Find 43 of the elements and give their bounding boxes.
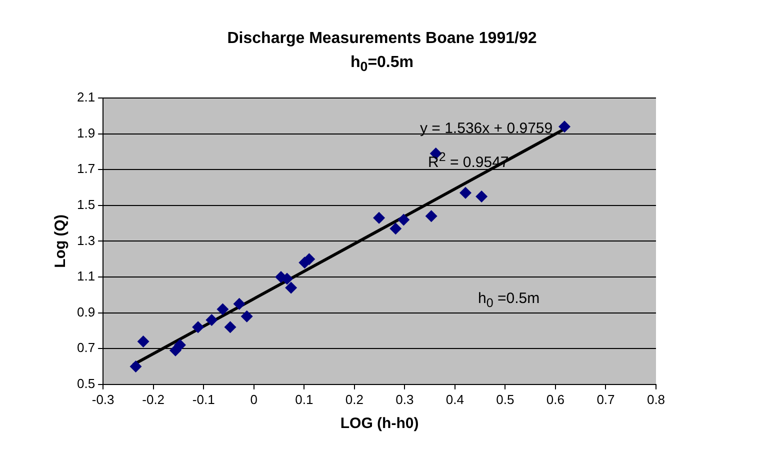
point [240,310,253,322]
point [398,214,410,226]
y-tick-label: 1.1 [76,268,96,284]
x-tick-label: -0.3 [92,392,114,407]
point [174,339,186,352]
point [390,222,402,235]
point [558,120,571,133]
point [285,282,298,294]
point [425,210,438,222]
x-tick-label: 0.1 [295,392,314,407]
y-tick-label: 1.3 [76,232,96,248]
x-tick-label: 0.7 [596,392,615,407]
point [192,321,204,334]
x-axis-title: LOG (h-h0) [340,415,419,432]
x-tick-label: 0.8 [646,392,666,407]
x-tick-label: 0.4 [446,392,464,407]
point [224,321,236,334]
y-tick-label: 0.7 [76,340,96,356]
point [206,314,218,326]
y-axis-title: Log (Q) [52,214,70,268]
y-tick-label: 0.9 [76,304,96,320]
chart-subtitle: h$_{0}$=0.5m [349,54,414,74]
y-tick-label: 2.1 [76,90,96,105]
annotation: h$_{0}$ =0.5m [478,290,540,310]
y-tick-label: 1.9 [76,125,96,140]
x-tick-label: 0.5 [496,392,514,407]
x-tick-label: 0.2 [345,392,364,407]
x-tick-label: -0.1 [192,392,215,407]
chart-title: Discharge Measurements Boane 1991/92 [226,30,538,48]
point [216,303,229,316]
point [459,186,472,199]
x-tick-label: 0.6 [546,392,565,407]
point [373,212,386,224]
y-tick-label: 0.5 [76,376,96,391]
point [130,360,142,372]
x-tick-label: -0.2 [142,392,165,407]
point [137,335,150,348]
y-tick-label: 1.5 [76,196,96,212]
x-tick-label: 0.3 [396,392,414,407]
x-tick-label: 0 [250,392,258,407]
point [476,190,488,202]
point [233,298,246,310]
y-tick-label: 1.7 [76,161,96,176]
